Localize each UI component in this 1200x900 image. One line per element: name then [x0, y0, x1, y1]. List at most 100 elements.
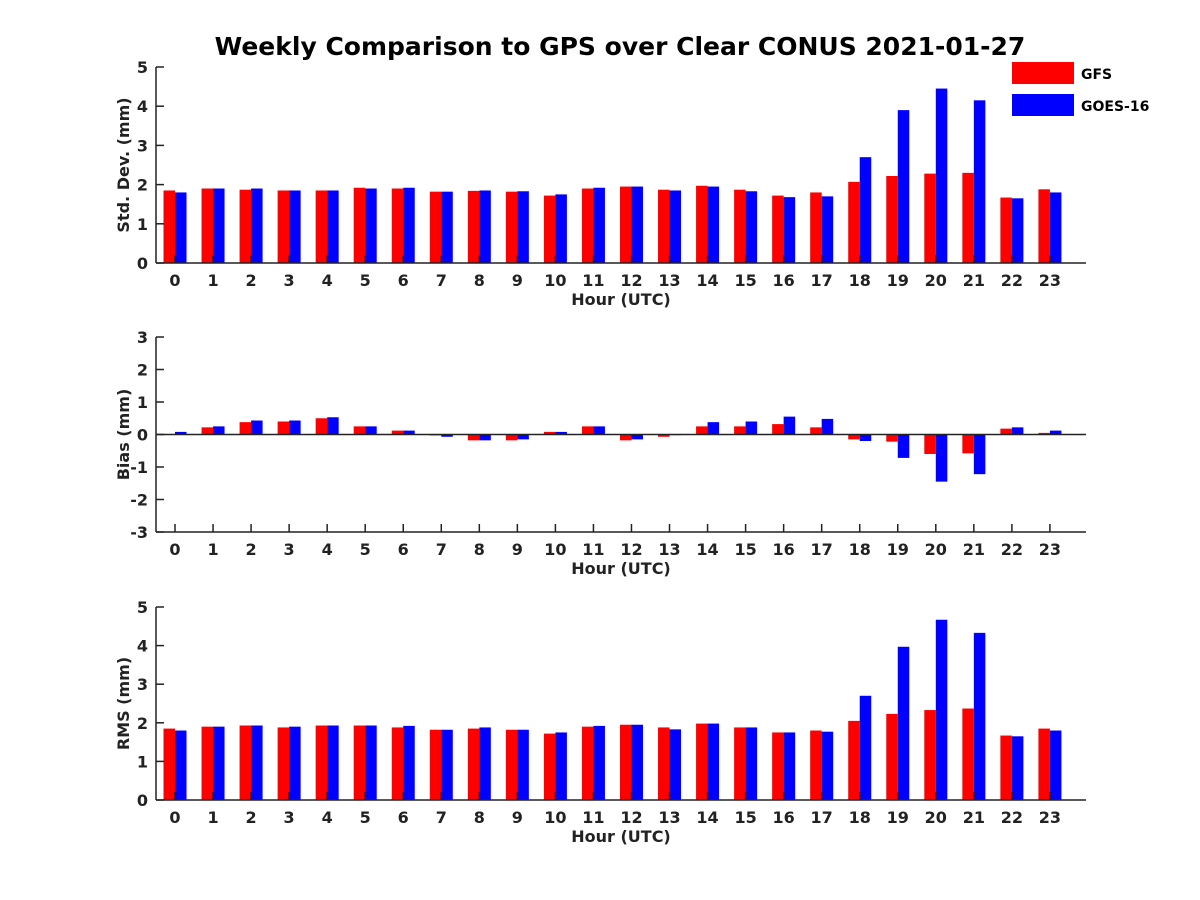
bar-rms-gfs-h5 — [353, 725, 366, 800]
bar-rms-gfs-h13 — [658, 727, 670, 800]
bar-rms-goes-16-h0 — [175, 730, 187, 800]
x-tick-label-rms-21: 21 — [963, 808, 985, 827]
x-tick-label-rms-14: 14 — [696, 808, 718, 827]
bar-bias-gfs-h3 — [277, 421, 290, 435]
bar-bias-gfs-h5 — [353, 426, 366, 435]
x-tick-label-std-dev-23: 23 — [1039, 271, 1061, 290]
x-axis-label-std-dev: Hour (UTC) — [571, 290, 671, 309]
bar-std-dev-gfs-h3 — [277, 190, 290, 263]
bar-rms-goes-16-h1 — [213, 726, 225, 800]
x-tick-label-std-dev-13: 13 — [658, 271, 680, 290]
bar-rms-goes-16-h12 — [631, 724, 643, 800]
bar-std-dev-gfs-h7 — [429, 191, 442, 263]
bar-std-dev-gfs-h23 — [1038, 189, 1050, 263]
bar-bias-goes-16-h12 — [631, 434, 643, 440]
bar-std-dev-gfs-h21 — [962, 172, 974, 263]
x-tick-label-bias-5: 5 — [360, 540, 371, 559]
bar-bias-goes-16-h18 — [859, 434, 872, 441]
bar-rms-gfs-h17 — [810, 730, 822, 800]
x-tick-label-bias-19: 19 — [887, 540, 909, 559]
y-tick-label-bias-0: 0 — [137, 426, 148, 445]
bar-rms-gfs-h20 — [924, 710, 936, 800]
x-tick-label-bias-17: 17 — [811, 540, 833, 559]
x-tick-label-bias-20: 20 — [925, 540, 947, 559]
bar-rms-gfs-h16 — [772, 732, 784, 800]
bar-std-dev-goes-16-h12 — [631, 186, 643, 263]
x-tick-label-bias-8: 8 — [474, 540, 485, 559]
legend-swatch-gfs — [1012, 62, 1074, 84]
bar-bias-goes-16-h11 — [593, 426, 605, 435]
bar-bias-gfs-h9 — [505, 434, 518, 441]
x-tick-label-std-dev-15: 15 — [734, 271, 756, 290]
x-tick-label-std-dev-17: 17 — [811, 271, 833, 290]
x-tick-label-std-dev-22: 22 — [1001, 271, 1023, 290]
bar-std-dev-gfs-h10 — [543, 195, 556, 263]
bar-rms-gfs-h3 — [277, 727, 290, 800]
bar-bias-goes-16-h2 — [251, 420, 263, 435]
bar-std-dev-gfs-h4 — [315, 190, 328, 263]
y-tick-label-std-dev-5: 5 — [137, 58, 148, 77]
bar-bias-goes-16-h3 — [289, 420, 301, 435]
x-tick-label-bias-11: 11 — [582, 540, 604, 559]
bar-std-dev-goes-16-h3 — [289, 190, 301, 263]
bar-rms-gfs-h15 — [734, 727, 746, 800]
x-tick-label-bias-4: 4 — [322, 540, 333, 559]
x-tick-label-rms-23: 23 — [1039, 808, 1061, 827]
x-tick-label-std-dev-3: 3 — [284, 271, 295, 290]
bar-std-dev-goes-16-h2 — [251, 188, 263, 263]
bar-bias-gfs-h6 — [391, 430, 404, 435]
x-tick-label-std-dev-8: 8 — [474, 271, 485, 290]
bar-bias-goes-16-h9 — [517, 434, 529, 440]
x-tick-label-bias-1: 1 — [207, 540, 218, 559]
bar-rms-gfs-h7 — [429, 729, 442, 800]
bar-bias-gfs-h20 — [924, 434, 936, 454]
x-tick-label-std-dev-12: 12 — [620, 271, 642, 290]
bar-bias-gfs-h21 — [962, 434, 974, 454]
bar-std-dev-goes-16-h15 — [745, 191, 758, 263]
x-tick-label-std-dev-0: 0 — [169, 271, 180, 290]
y-tick-label-rms-0: 0 — [137, 791, 148, 810]
x-tick-label-rms-0: 0 — [169, 808, 180, 827]
x-tick-label-std-dev-6: 6 — [398, 271, 409, 290]
bar-bias-gfs-h19 — [886, 434, 898, 442]
bar-std-dev-goes-16-h20 — [935, 88, 948, 263]
bar-bias-gfs-h8 — [467, 434, 480, 441]
x-axis-label-rms: Hour (UTC) — [571, 827, 671, 846]
bar-std-dev-goes-16-h11 — [593, 187, 605, 263]
bar-rms-goes-16-h13 — [669, 729, 682, 800]
y-tick-label-rms-5: 5 — [137, 598, 148, 617]
x-tick-label-bias-6: 6 — [398, 540, 409, 559]
bar-bias-goes-16-h10 — [555, 431, 567, 435]
bar-std-dev-goes-16-h0 — [175, 192, 187, 263]
x-tick-label-std-dev-4: 4 — [322, 271, 333, 290]
bar-bias-goes-16-h0 — [175, 431, 187, 435]
y-tick-label-rms-2: 2 — [137, 714, 148, 733]
y-axis-label-std-dev: Std. Dev. (mm) — [114, 97, 133, 232]
bar-bias-goes-16-h6 — [403, 430, 415, 435]
x-tick-label-rms-2: 2 — [246, 808, 257, 827]
x-tick-label-bias-18: 18 — [849, 540, 871, 559]
bar-rms-goes-16-h8 — [479, 727, 491, 800]
bar-std-dev-goes-16-h4 — [327, 190, 339, 263]
x-tick-label-bias-13: 13 — [658, 540, 680, 559]
x-tick-label-rms-11: 11 — [582, 808, 604, 827]
chart-title: Weekly Comparison to GPS over Clear CONU… — [215, 32, 1026, 61]
bar-bias-gfs-h12 — [619, 434, 632, 441]
x-tick-label-std-dev-20: 20 — [925, 271, 947, 290]
bar-std-dev-gfs-h2 — [239, 189, 252, 263]
bar-std-dev-gfs-h18 — [848, 181, 860, 263]
y-tick-label-std-dev-4: 4 — [137, 97, 148, 116]
y-tick-label-bias-1: 1 — [137, 393, 148, 412]
bar-rms-gfs-h21 — [962, 708, 974, 800]
x-tick-label-rms-19: 19 — [887, 808, 909, 827]
bar-rms-gfs-h0 — [163, 728, 175, 800]
x-tick-label-rms-1: 1 — [207, 808, 218, 827]
legend: GFS GOES-16 — [1012, 62, 1149, 116]
bar-std-dev-gfs-h19 — [886, 175, 898, 263]
x-axis-label-bias: Hour (UTC) — [571, 559, 671, 578]
y-tick-label-rms-1: 1 — [137, 752, 148, 771]
legend-label-goes16: GOES-16 — [1081, 99, 1149, 115]
bar-std-dev-gfs-h16 — [772, 195, 784, 263]
y-tick-label-bias--1: -1 — [130, 458, 148, 477]
